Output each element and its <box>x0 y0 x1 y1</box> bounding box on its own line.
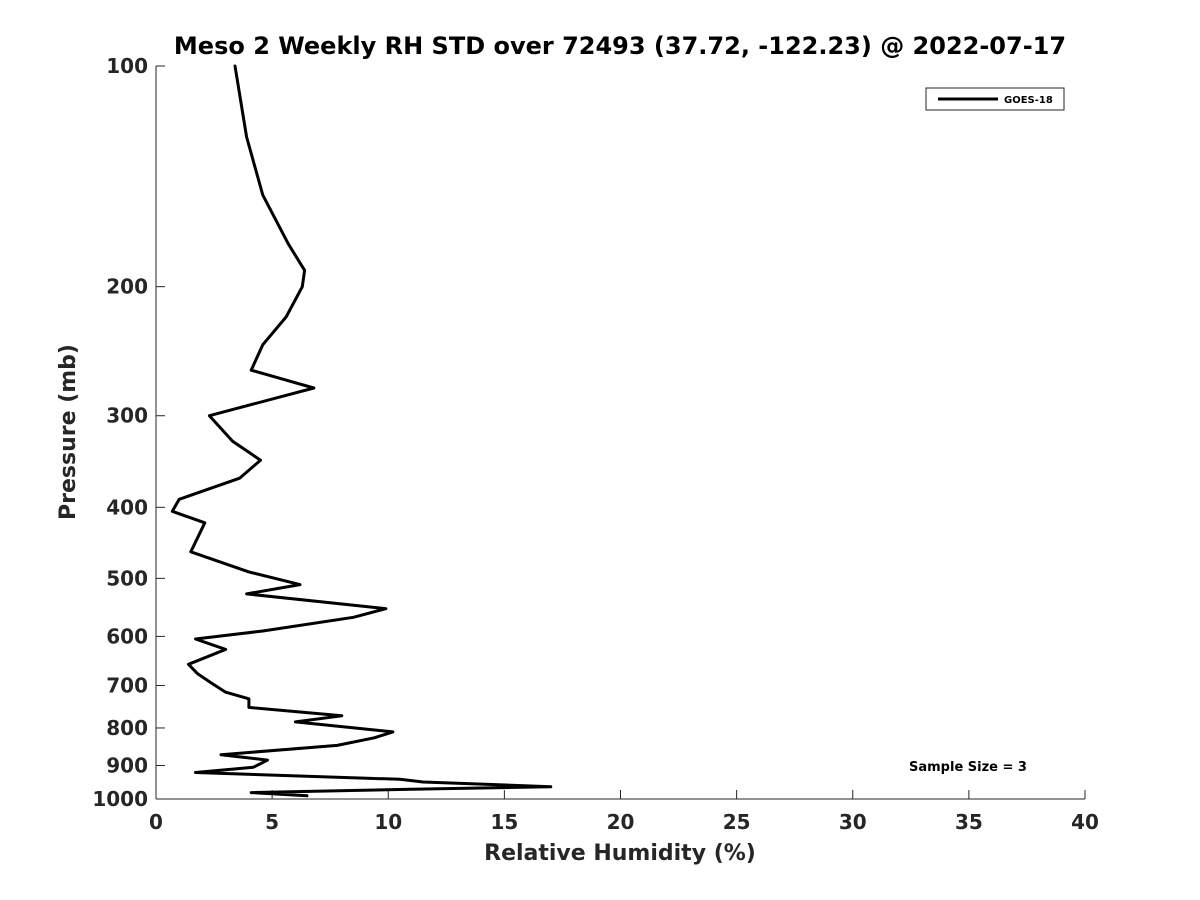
y-tick-label: 1000 <box>92 787 148 811</box>
chart-title: Meso 2 Weekly RH STD over 72493 (37.72, … <box>174 32 1066 60</box>
y-ticks: 100 200 300 400 500 600 700 800 900 1000 <box>92 54 165 811</box>
x-tick-label: 35 <box>955 810 983 834</box>
x-tick-label: 15 <box>490 810 518 834</box>
y-tick-label: 600 <box>106 624 148 648</box>
y-tick-label: 200 <box>106 275 148 299</box>
y-tick-label: 100 <box>106 54 148 78</box>
x-tick-label: 25 <box>723 810 751 834</box>
x-tick-label: 10 <box>374 810 402 834</box>
x-tick-label: 5 <box>265 810 279 834</box>
y-tick-label: 900 <box>106 753 148 777</box>
y-axis-label: Pressure (mb) <box>56 344 81 520</box>
sample-size-annotation: Sample Size = 3 <box>909 760 1027 775</box>
x-tick-label: 40 <box>1071 810 1099 834</box>
y-tick-label: 500 <box>106 566 148 590</box>
y-tick-label: 300 <box>106 404 148 428</box>
x-axis-label: Relative Humidity (%) <box>484 841 756 866</box>
legend-label-goes-18: GOES-18 <box>1004 95 1053 106</box>
x-tick-label: 0 <box>149 810 163 834</box>
y-tick-label: 700 <box>106 673 148 697</box>
x-tick-label: 30 <box>839 810 867 834</box>
x-tick-label: 20 <box>607 810 635 834</box>
series-line-goes-18 <box>170 64 553 798</box>
legend: GOES-18 <box>925 87 1065 111</box>
x-ticks: 0 5 10 15 20 25 30 35 40 <box>149 790 1099 834</box>
y-tick-label: 400 <box>106 495 148 519</box>
y-tick-label: 800 <box>106 716 148 740</box>
